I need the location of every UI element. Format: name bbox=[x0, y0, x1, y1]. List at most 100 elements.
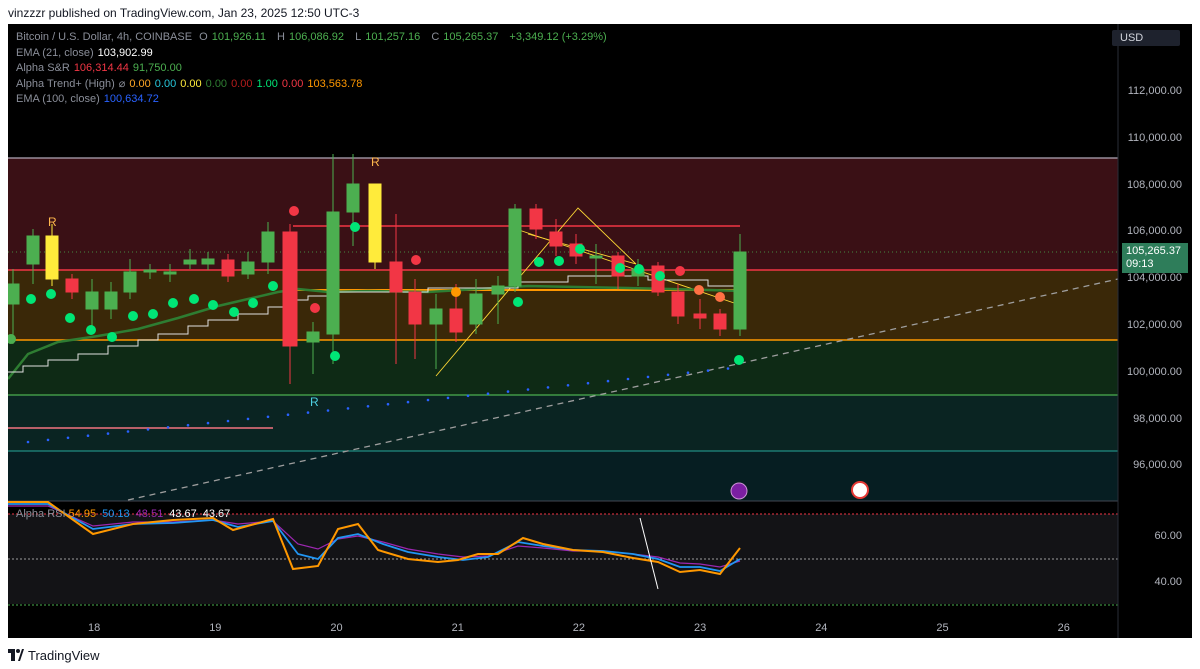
indicator-row[interactable]: Alpha Trend+ (High) ⌀ 0.00 0.00 0.00 0.00 0.00… bbox=[16, 77, 611, 93]
candle-body bbox=[449, 308, 463, 333]
ema100-dot bbox=[466, 394, 470, 398]
us-event-flag-icon[interactable] bbox=[851, 481, 869, 499]
signal-dot bbox=[8, 334, 16, 344]
candle-body bbox=[389, 261, 403, 293]
indicator-value: 91,750.00 bbox=[132, 62, 182, 74]
signal-dot bbox=[734, 355, 744, 365]
rsi-legend-value: 48.51 bbox=[135, 508, 164, 520]
candle-body bbox=[85, 291, 99, 310]
ema100-dot bbox=[286, 413, 290, 417]
candle-body bbox=[201, 258, 215, 265]
chart-area[interactable]: R R R Bitcoin / U.S. Dollar, 4h, COINBAS… bbox=[8, 24, 1192, 638]
indicator-name: Alpha Trend+ (High) bbox=[16, 77, 115, 90]
footer: TradingView bbox=[0, 640, 1200, 669]
signal-dot bbox=[534, 257, 544, 267]
signal-dot bbox=[248, 298, 258, 308]
time-tick-label: 21 bbox=[451, 622, 464, 634]
indicator-value: 0.00 bbox=[231, 77, 253, 90]
rsi-main-line bbox=[8, 501, 741, 576]
candle-body bbox=[261, 231, 275, 263]
time-tick-label: 20 bbox=[330, 622, 343, 634]
price-tick-label: 98,000.00 bbox=[1133, 412, 1182, 425]
candle-body bbox=[589, 255, 603, 259]
signal-dot bbox=[554, 256, 564, 266]
chart-legend: Bitcoin / U.S. Dollar, 4h, COINBASE O 101… bbox=[16, 30, 611, 108]
currency-button[interactable]: USD bbox=[1112, 30, 1180, 46]
ema100-dot bbox=[386, 402, 390, 406]
time-tick-label: 18 bbox=[88, 622, 101, 634]
indicator-value: 0.00 bbox=[205, 77, 228, 90]
rsi-legend-value: 43.67 bbox=[202, 508, 231, 520]
rsi-tick-label: 60.00 bbox=[1154, 530, 1182, 542]
ema100-dot bbox=[706, 369, 710, 372]
ema100-dot bbox=[366, 405, 370, 408]
ema100-dot bbox=[86, 434, 90, 438]
rsi-values: 54.95 50.13 48.51 43.67 43.67 bbox=[69, 508, 237, 520]
candle-body bbox=[104, 291, 118, 310]
candle-body bbox=[508, 208, 522, 287]
candle-body bbox=[163, 271, 177, 275]
lower-support-zone bbox=[8, 395, 1118, 451]
price-tick-label: 112,000.00 bbox=[1127, 85, 1182, 97]
open-value: 101,926.11 bbox=[211, 31, 266, 43]
indicator-value: 0.00 bbox=[180, 77, 202, 90]
signal-dot bbox=[694, 285, 704, 295]
price-tick-label: 102,000.00 bbox=[1126, 319, 1182, 331]
bar-countdown: 09:13 bbox=[1126, 258, 1154, 270]
ascending-trendline bbox=[127, 278, 1119, 501]
support-zone bbox=[8, 340, 1118, 395]
candle-body bbox=[241, 261, 255, 275]
candle-body bbox=[326, 211, 340, 335]
signal-dot bbox=[451, 287, 461, 297]
candle-body bbox=[408, 291, 422, 325]
indicator-rows: EMA (21, close) 103,902.99 Alpha S&R 106,31… bbox=[16, 46, 611, 108]
candle-body bbox=[26, 235, 40, 265]
ema100-dot bbox=[546, 386, 550, 389]
change-value: +3,349.12 (+3.29%) bbox=[509, 31, 607, 43]
signal-dot bbox=[513, 297, 523, 307]
indicator-value: 1.00 bbox=[256, 77, 278, 90]
close-value: 105,265.37 bbox=[443, 31, 499, 43]
candle-body bbox=[671, 291, 685, 317]
signal-dot bbox=[26, 294, 36, 304]
price-tick-label: 108,000.00 bbox=[1126, 178, 1182, 191]
high-value: 106,086.92 bbox=[288, 31, 345, 43]
ema100-dot bbox=[686, 371, 690, 375]
candle-body bbox=[221, 259, 235, 277]
signal-dot bbox=[330, 351, 340, 361]
signal-dot bbox=[350, 222, 360, 232]
tradingview-brand[interactable]: TradingView bbox=[28, 648, 100, 663]
ema100-dot bbox=[326, 409, 330, 412]
crypto-event-icon[interactable] bbox=[730, 482, 748, 500]
time-tick-label: 26 bbox=[1057, 622, 1070, 634]
ema21-line bbox=[8, 284, 744, 380]
signal-dots-group bbox=[8, 206, 744, 444]
signal-dot bbox=[86, 325, 96, 335]
candle-body bbox=[549, 231, 563, 247]
price-chart-canvas[interactable]: R R R bbox=[8, 24, 1192, 638]
ema100-dot bbox=[506, 390, 510, 393]
indicator-row[interactable]: EMA (100, close) 100,634.72 bbox=[16, 92, 611, 108]
signal-dot bbox=[411, 255, 421, 265]
indicator-row[interactable]: Alpha S&R 106,314.44 91,750.00 bbox=[16, 61, 611, 77]
signal-dot bbox=[148, 309, 158, 319]
price-tick-label: 100,000.00 bbox=[1126, 365, 1182, 378]
indicator-value: 103,563.78 bbox=[307, 77, 363, 90]
signal-dot bbox=[107, 332, 117, 342]
signal-dot bbox=[634, 264, 644, 274]
ema100-dot bbox=[266, 415, 270, 419]
last-price-value: 105,265.37 bbox=[1126, 245, 1182, 257]
time-tick-label: 19 bbox=[209, 622, 222, 634]
signal-dot bbox=[229, 307, 239, 317]
rsi-legend-value: 50.13 bbox=[102, 508, 130, 520]
low-label: L bbox=[355, 31, 362, 43]
publish-info: vinzzzr published on TradingView.com, Ja… bbox=[8, 6, 360, 20]
indicator-value: 100,634.72 bbox=[103, 93, 159, 105]
signal-dot bbox=[289, 206, 299, 216]
signal-dot bbox=[128, 311, 138, 321]
symbol-name[interactable]: Bitcoin / U.S. Dollar, 4h, COINBASE bbox=[16, 31, 193, 43]
last-price-tag: 105,265.37 09:13 bbox=[1122, 243, 1188, 273]
candle-body bbox=[429, 308, 443, 325]
indicator-row[interactable]: EMA (21, close) 103,902.99 bbox=[16, 46, 611, 62]
signal-dot bbox=[675, 266, 685, 276]
